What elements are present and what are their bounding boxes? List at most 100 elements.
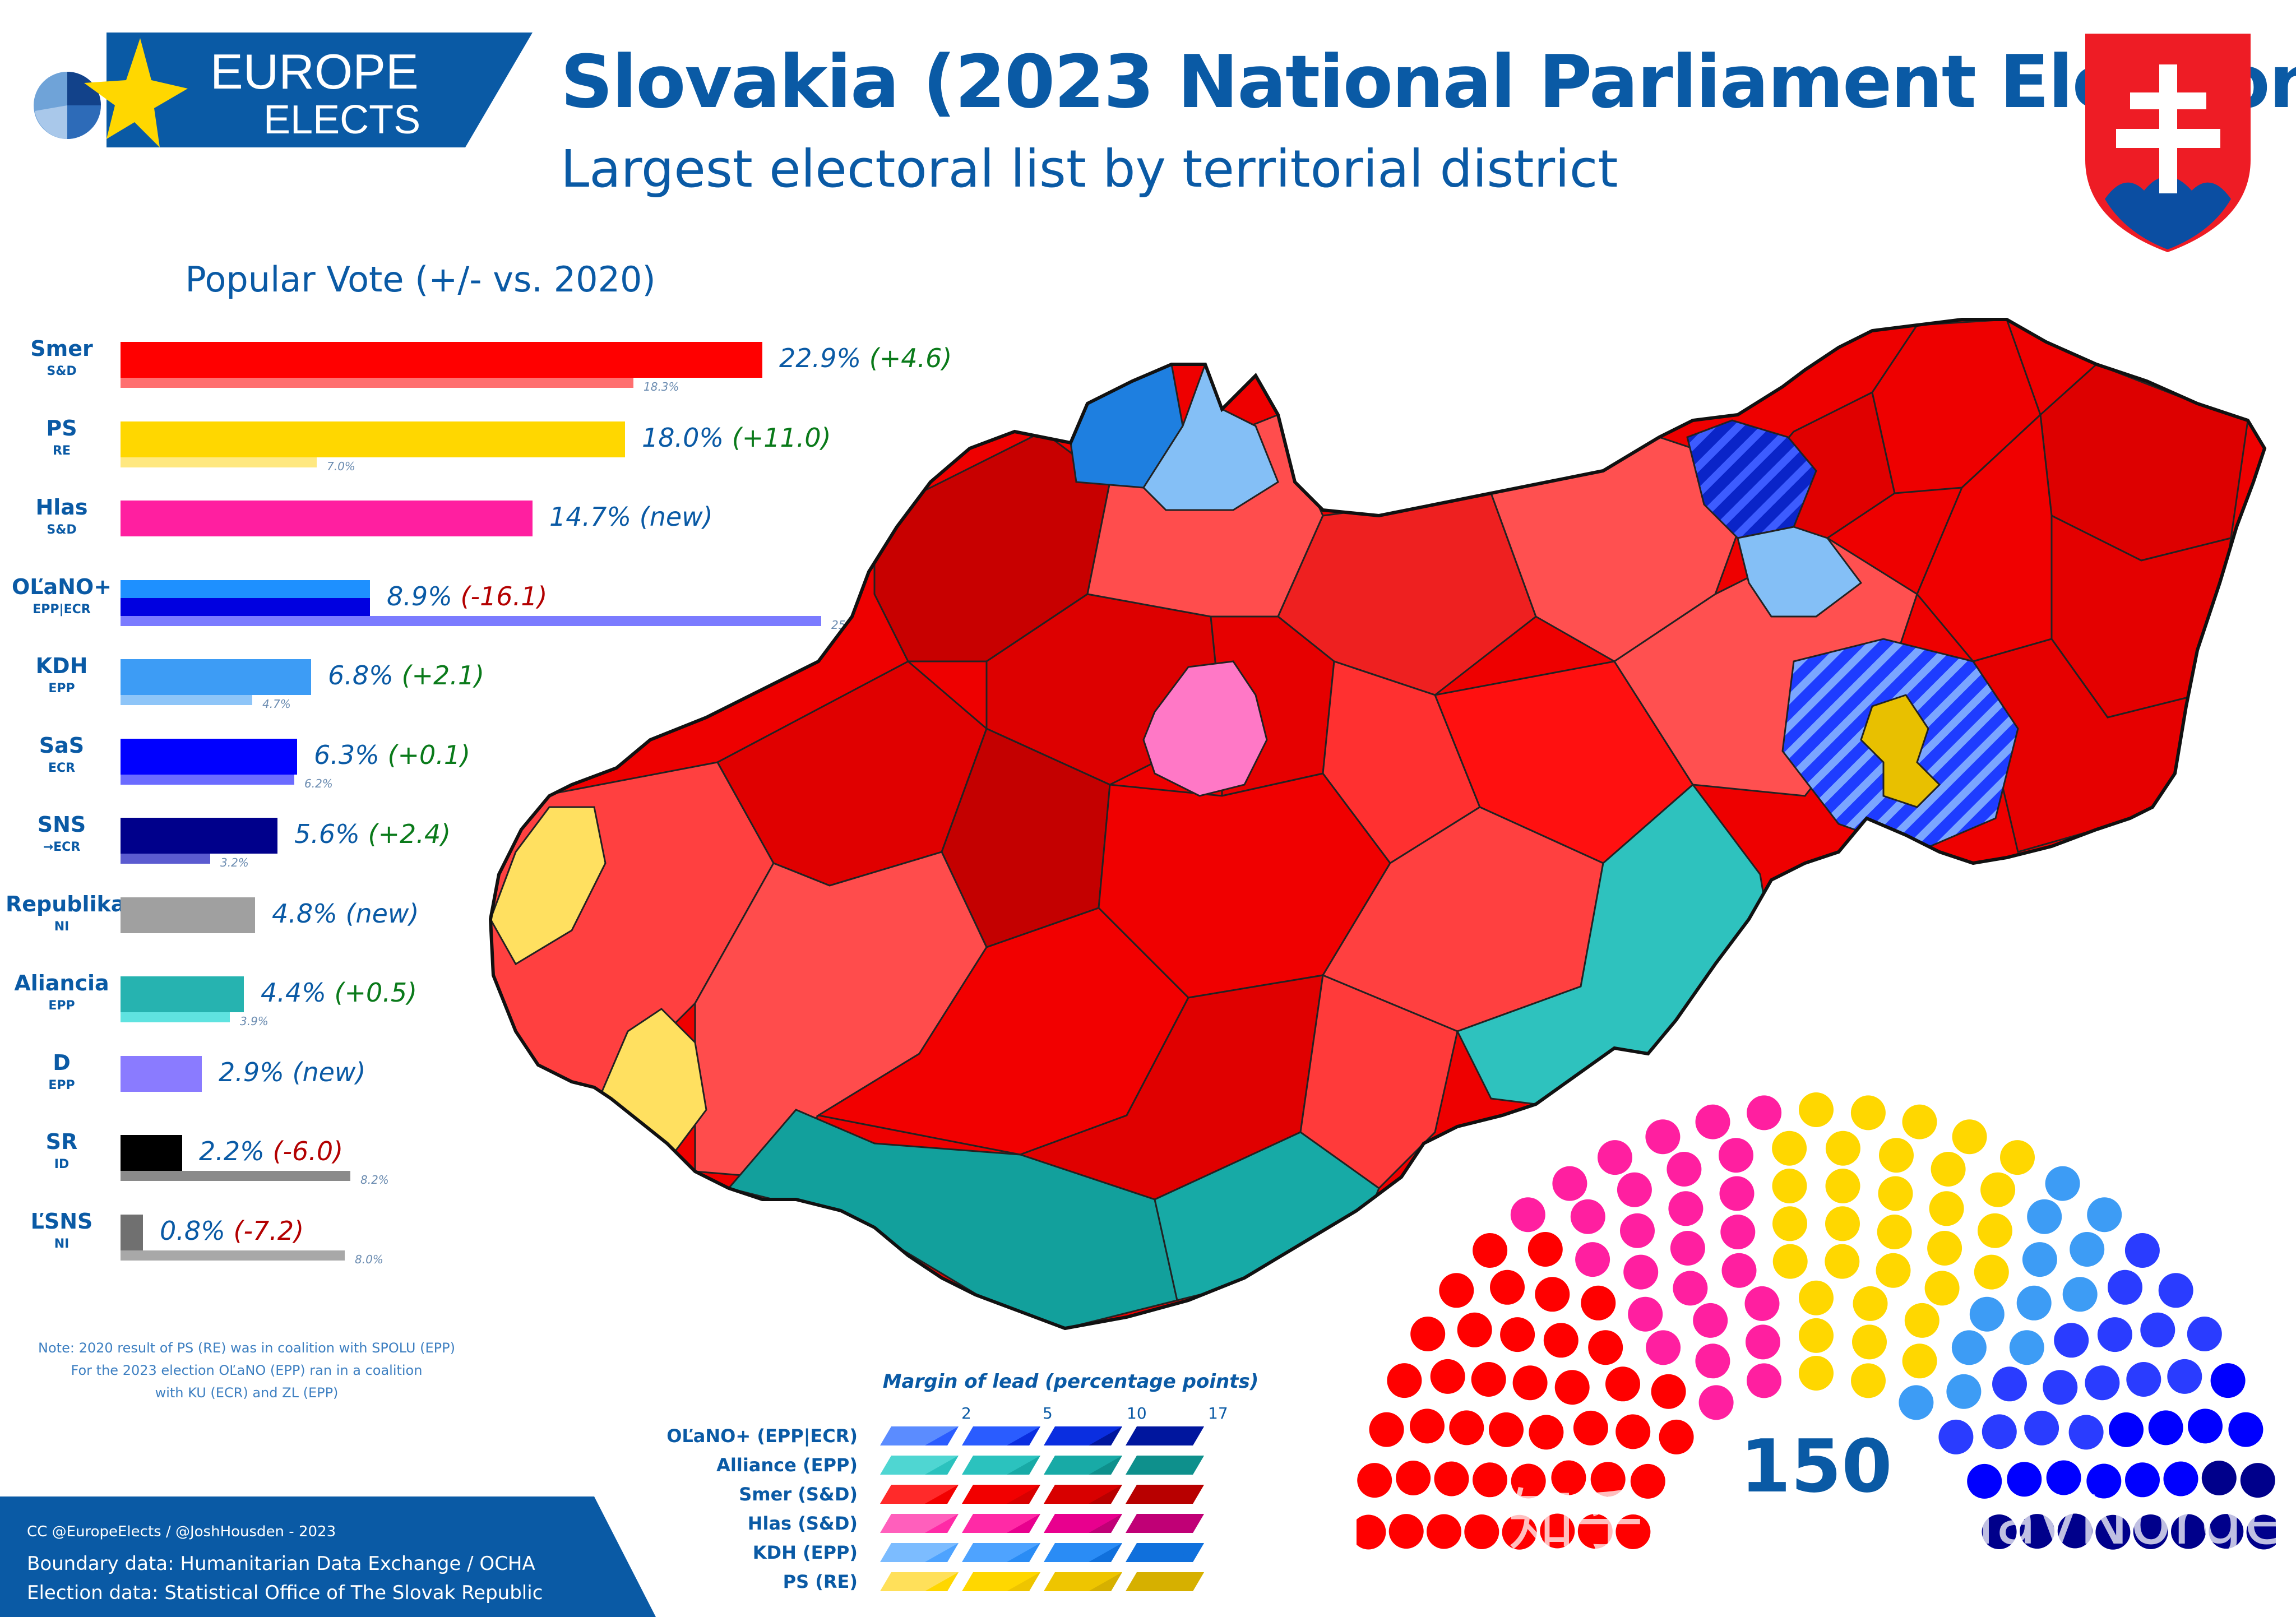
party-name: Smer (30, 336, 93, 361)
parliament-seat (2126, 1362, 2161, 1397)
party-name: SNS (37, 812, 86, 837)
parliament-seat (1772, 1244, 1808, 1279)
parliament-seat (2097, 1317, 2132, 1352)
parliament-seat (2086, 1463, 2122, 1499)
previous-vote-bar (121, 1250, 345, 1261)
parliament-seat (1879, 1138, 1914, 1173)
parliament-seat (1946, 1374, 1982, 1409)
legend-swatch-shade (1170, 1572, 1204, 1591)
vote-change: (-16.1) (460, 581, 548, 611)
parliament-seat (1938, 1419, 1974, 1454)
parliament-seat (2209, 1514, 2244, 1549)
parliament-seat (1581, 1285, 1616, 1321)
legend-swatch-shade (925, 1485, 959, 1504)
parliament-seat (1982, 1414, 2017, 1449)
parliament-seat (2201, 1461, 2237, 1495)
parliament-seat (1615, 1414, 1651, 1449)
parliament-seat (2109, 1412, 2144, 1447)
party-name: OĽaNO+ (11, 574, 112, 599)
legend-tick: 10 (1127, 1404, 1147, 1423)
parliament-seat (1439, 1273, 1474, 1308)
parliament-seat (1357, 1514, 1386, 1550)
vote-value: 6.3% (+0.1) (314, 740, 470, 770)
parliament-seat (2158, 1273, 2193, 1308)
parliament-seat (1902, 1104, 1937, 1139)
parliament-seat (1924, 1271, 1960, 1306)
parliament-seat (2187, 1317, 2222, 1351)
parliament-seat (1387, 1363, 1422, 1398)
parliament-seat (1500, 1317, 1535, 1352)
parliament-seat (1772, 1169, 1807, 1203)
previous-vote-bar (121, 457, 317, 467)
vote-share: 22.9% (779, 343, 869, 373)
parliament-seat (2057, 1513, 2093, 1549)
parliament-seat (1502, 1514, 1537, 1550)
parliament-seat (1605, 1366, 1640, 1402)
party-name: D (53, 1050, 71, 1075)
party-name: KDH (35, 654, 88, 678)
parliament-seat (1673, 1271, 1708, 1306)
vote-value: 0.8% (-7.2) (160, 1216, 304, 1246)
legend-swatch-shade (1170, 1543, 1204, 1562)
parliament-seat (1396, 1461, 1431, 1495)
parliament-seat (1543, 1323, 1578, 1358)
parliament-seat (1615, 1514, 1651, 1549)
parliament-seat (1904, 1303, 1939, 1338)
vote-bar (121, 580, 370, 598)
parliament-seat (2043, 1370, 2078, 1405)
previous-vote-label: 18.3% (644, 380, 679, 393)
parliament-seat (1620, 1213, 1655, 1248)
parliament-seat (1772, 1206, 1807, 1241)
parliament-seat (1628, 1296, 1663, 1332)
parliament-seat (1554, 1370, 1590, 1405)
parliament-seat (1668, 1191, 1704, 1226)
parliament-seat (1980, 1172, 2016, 1207)
parliament-seat (1799, 1280, 1834, 1315)
vote-share: 4.4% (261, 977, 335, 1008)
legend-swatch-shade (1007, 1456, 1040, 1475)
parliament-seat (1427, 1514, 1461, 1549)
legend-swatch-shade (1007, 1485, 1040, 1504)
previous-vote-label: 8.2% (360, 1173, 389, 1187)
vote-value: 4.4% (+0.5) (261, 977, 417, 1008)
credit-line2: Boundary data: Humanitarian Data Exchang… (27, 1553, 535, 1575)
parliament-seat (1645, 1119, 1681, 1155)
vote-bar (121, 818, 277, 854)
parliament-seat (1598, 1140, 1632, 1175)
parliament-seat (1617, 1172, 1652, 1207)
parliament-seat (1471, 1362, 1506, 1397)
parliament-seat (2125, 1462, 2160, 1498)
parliament-seat (1577, 1514, 1613, 1549)
parliament-seat (1646, 1330, 1681, 1365)
party-group: NI (54, 1236, 70, 1251)
parliament-seat (1510, 1197, 1545, 1233)
parliament-seat (1575, 1242, 1610, 1277)
parliament-seat (1747, 1095, 1782, 1130)
parliament-seat (1511, 1463, 1546, 1499)
party-name: Hlas (35, 495, 88, 520)
vote-share: 14.7% (549, 502, 640, 532)
watermark: 知乎 @HaakonavNorge (1508, 1482, 2287, 1560)
vote-change: (+2.1) (401, 660, 485, 691)
legend-row-label: PS (RE) (783, 1571, 858, 1592)
vote-share: 0.8% (160, 1215, 234, 1246)
parliament-seat (1719, 1138, 1753, 1173)
party-group: EPP (48, 999, 75, 1013)
brand-line2: ELECTS (263, 98, 420, 142)
party-name: Republika (6, 891, 126, 916)
legend-row-label: OĽaNO+ (EPP|ECR) (666, 1425, 858, 1447)
parliament-seat (1512, 1365, 1548, 1401)
parliament-seat (1982, 1514, 2017, 1549)
parliament-seat (2108, 1269, 2142, 1305)
legend-swatch-shade (1007, 1514, 1040, 1533)
party-group: ECR (48, 761, 76, 775)
party-group: S&D (47, 364, 77, 378)
party-name: PS (46, 415, 77, 441)
parliament-seat (1851, 1363, 1886, 1398)
previous-vote-bar (121, 695, 252, 705)
total-seats-label: 150 (1740, 1424, 1892, 1509)
parliament-seat (1651, 1374, 1686, 1409)
previous-vote-label: 3.2% (220, 856, 249, 869)
parliament-seat (2085, 1365, 2120, 1401)
legend-row-label: KDH (EPP) (752, 1542, 858, 1563)
